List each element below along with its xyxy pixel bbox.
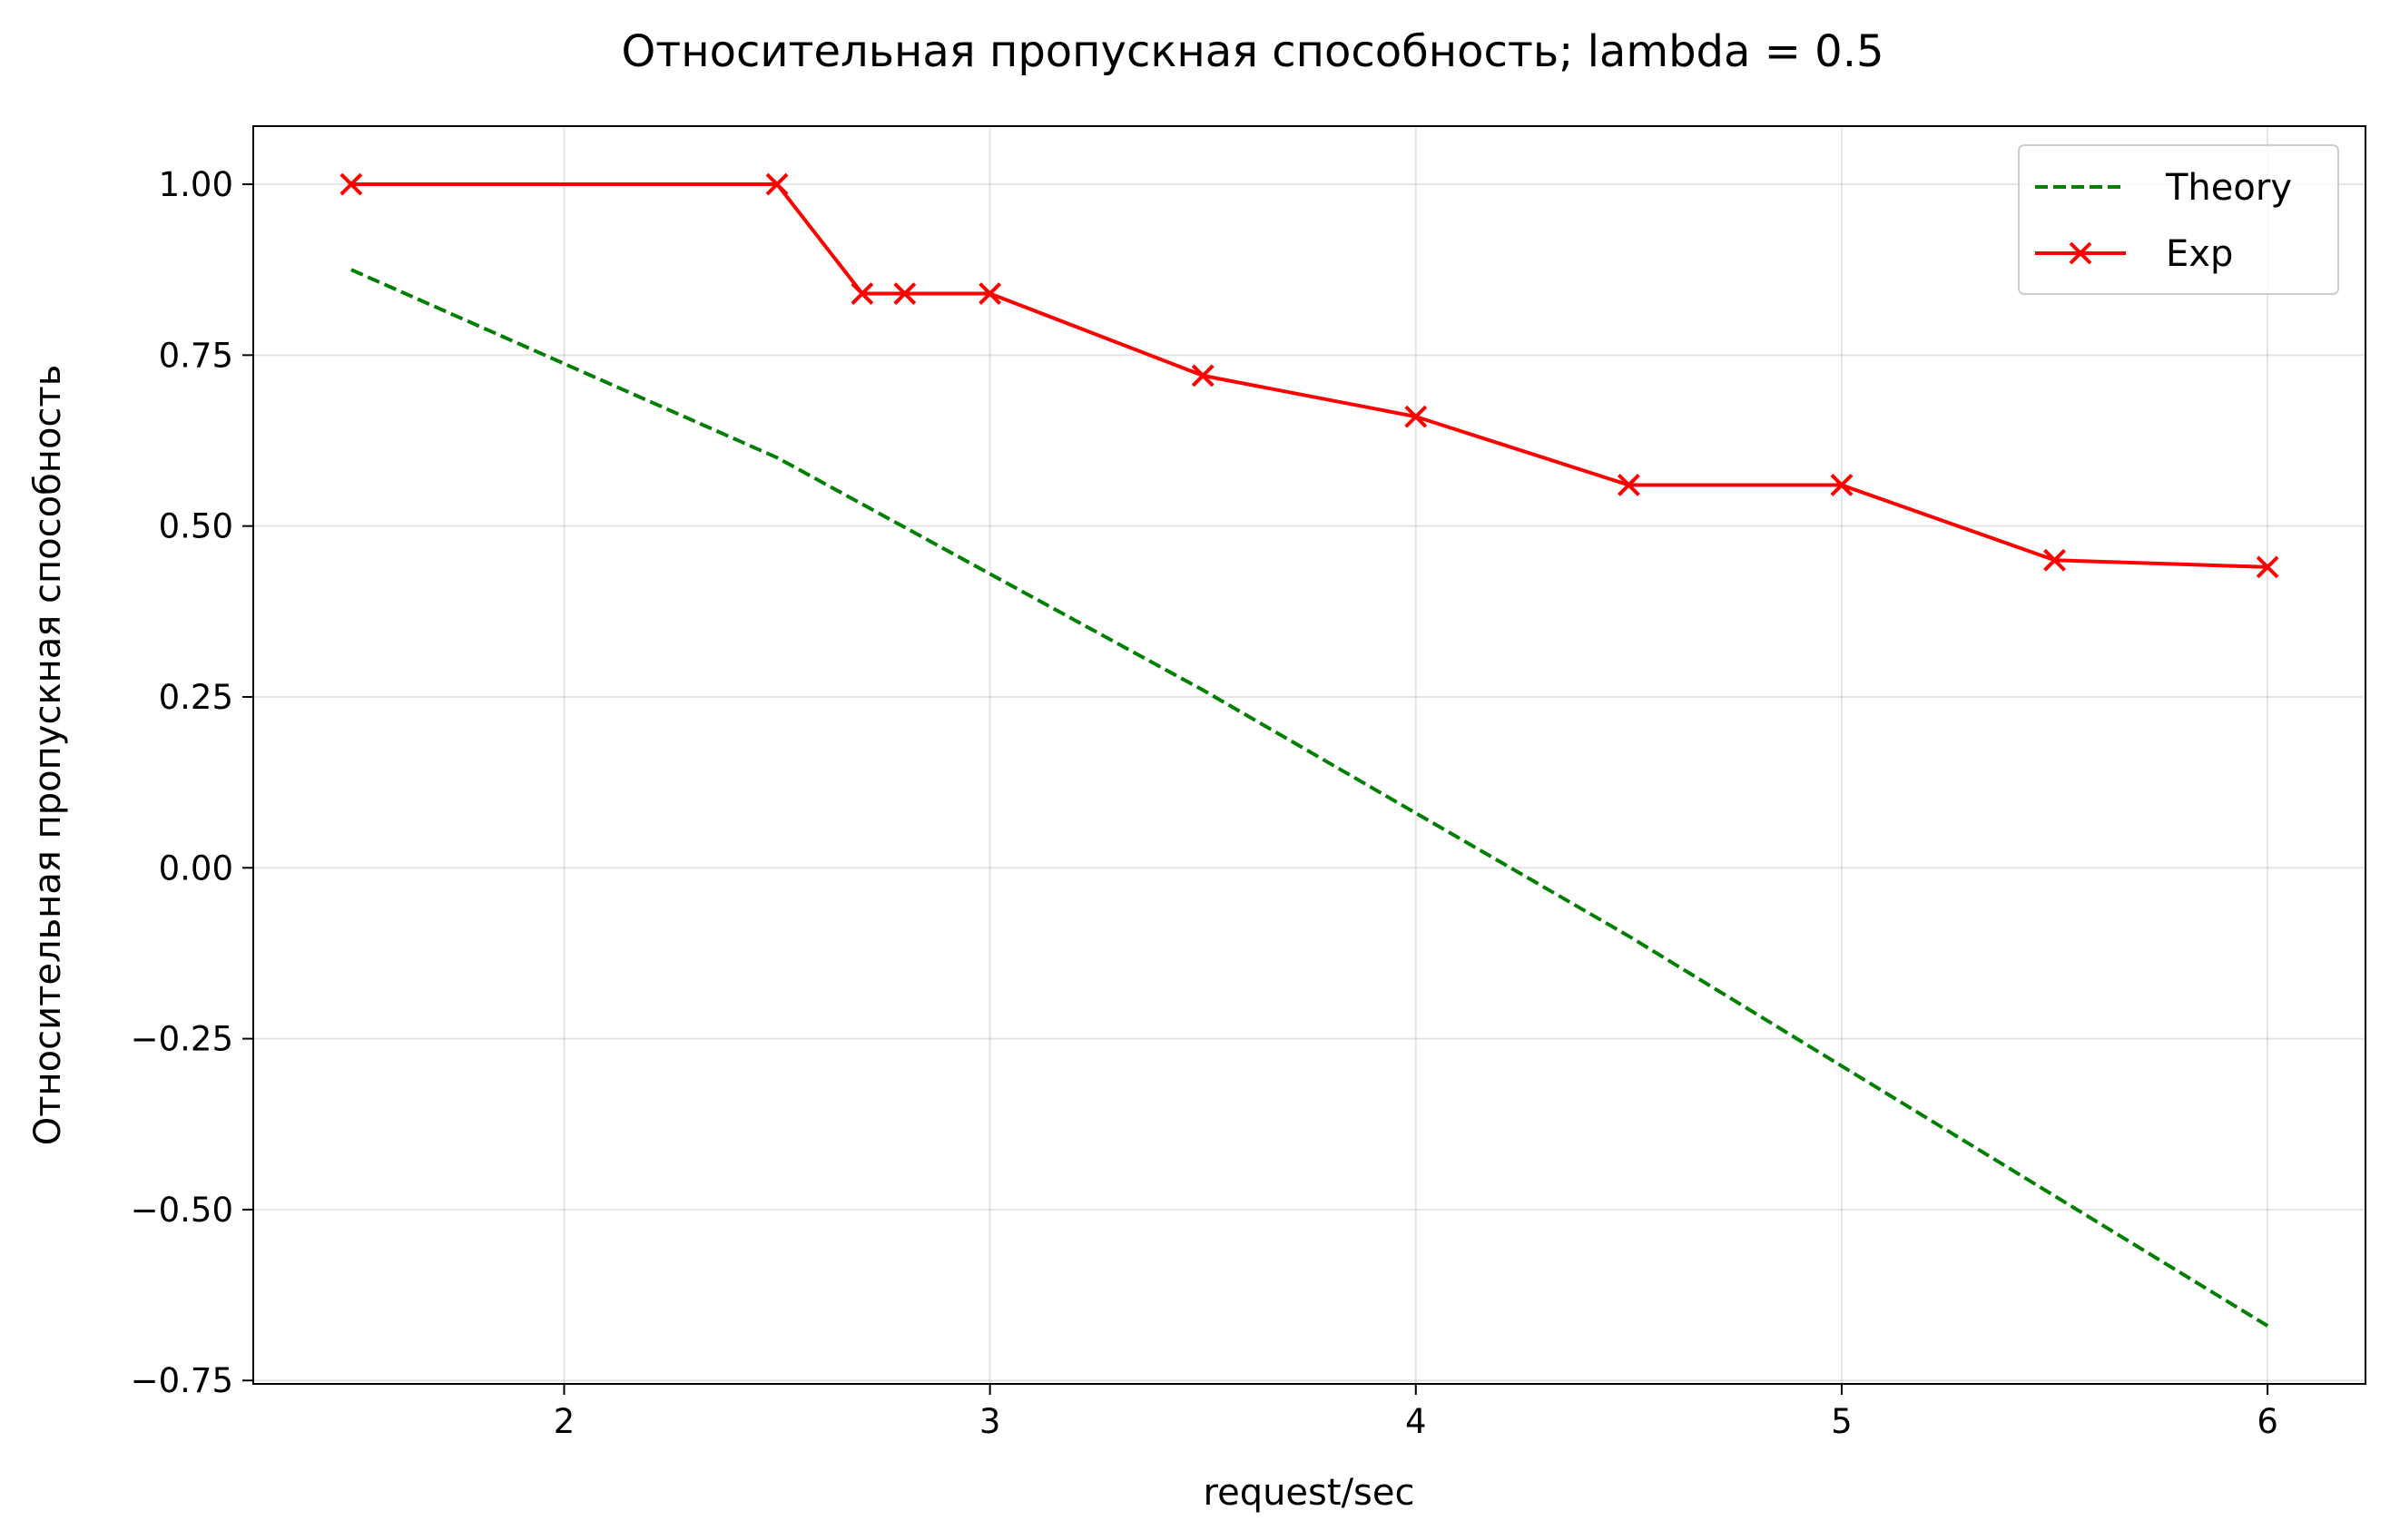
data-point-exp bbox=[2256, 555, 2279, 579]
data-point-exp bbox=[1617, 474, 1640, 496]
x-tick-label: 2 bbox=[554, 1402, 575, 1441]
series-layer bbox=[339, 172, 2279, 1328]
legend-label-exp: Exp bbox=[2166, 233, 2233, 275]
x-tick-label: 3 bbox=[979, 1402, 1001, 1441]
x-axis: 2 3 4 5 6 bbox=[554, 1384, 2278, 1441]
y-tick-label: 0.75 bbox=[159, 336, 233, 375]
x-axis-label: request/sec bbox=[1204, 1472, 1415, 1514]
y-tick-label: −0.75 bbox=[131, 1361, 233, 1400]
data-point-exp bbox=[2043, 548, 2066, 572]
y-tick-label: 0.50 bbox=[159, 507, 233, 546]
data-point-exp bbox=[893, 282, 917, 305]
grid bbox=[253, 126, 2365, 1384]
legend-marker-exp bbox=[2069, 241, 2092, 265]
data-point-exp bbox=[979, 282, 1002, 305]
plot-area-frame bbox=[252, 125, 2366, 1385]
x-tick-label: 5 bbox=[1831, 1402, 1853, 1441]
data-point-exp bbox=[339, 172, 363, 196]
y-axis: 1.00 0.75 0.50 0.25 0.00 −0.25 −0.50 −0.75 bbox=[131, 165, 253, 1400]
y-tick-label: −0.25 bbox=[131, 1020, 233, 1059]
x-tick-label: 6 bbox=[2257, 1402, 2278, 1441]
y-tick-label: 1.00 bbox=[159, 165, 233, 204]
data-point-exp bbox=[851, 282, 874, 305]
y-axis-label: Относительная пропускная способность bbox=[27, 365, 69, 1146]
y-tick-label: 0.25 bbox=[159, 678, 233, 717]
data-point-exp bbox=[1830, 474, 1854, 496]
data-point-exp bbox=[1404, 405, 1428, 428]
x-tick-label: 4 bbox=[1405, 1402, 1427, 1441]
data-point-exp bbox=[765, 172, 789, 196]
legend-label-theory: Theory bbox=[2165, 167, 2292, 209]
y-tick-label: −0.50 bbox=[131, 1191, 233, 1230]
y-tick-label: 0.00 bbox=[159, 848, 233, 888]
legend: Theory Exp bbox=[2018, 144, 2339, 295]
data-point-exp bbox=[1191, 364, 1215, 387]
series-line-theory bbox=[350, 268, 2269, 1328]
legend-box bbox=[2018, 144, 2339, 295]
chart-title: Относительная пропускная способность; la… bbox=[621, 26, 1883, 77]
